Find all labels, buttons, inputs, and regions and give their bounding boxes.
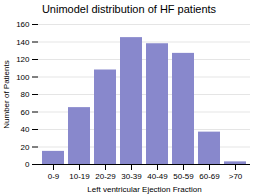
svg-text:30-39: 30-39 [121, 172, 142, 181]
svg-text:Left ventricular Ejection Frac: Left ventricular Ejection Fraction [87, 185, 201, 194]
svg-text:>70: >70 [229, 172, 243, 181]
svg-text:40: 40 [21, 125, 30, 134]
svg-text:Number of Patients: Number of Patients [2, 60, 11, 128]
svg-text:0-9: 0-9 [48, 172, 60, 181]
svg-text:10-19: 10-19 [69, 172, 90, 181]
svg-text:20: 20 [21, 143, 30, 152]
svg-text:140: 140 [16, 38, 30, 47]
svg-text:60: 60 [21, 108, 30, 117]
svg-text:160: 160 [16, 20, 30, 29]
svg-text:0: 0 [25, 160, 30, 169]
html-text:Unimodel distribution of HF pa: Unimodel distribution of HF patients [41, 3, 217, 15]
svg-text:80: 80 [21, 90, 30, 99]
svg-text:120: 120 [16, 55, 30, 64]
svg-text:20-29: 20-29 [95, 172, 116, 181]
svg-text:100: 100 [16, 73, 30, 82]
svg-text:60-69: 60-69 [199, 172, 220, 181]
svg-text:50-59: 50-59 [173, 172, 194, 181]
svg-text:40-49: 40-49 [147, 172, 168, 181]
